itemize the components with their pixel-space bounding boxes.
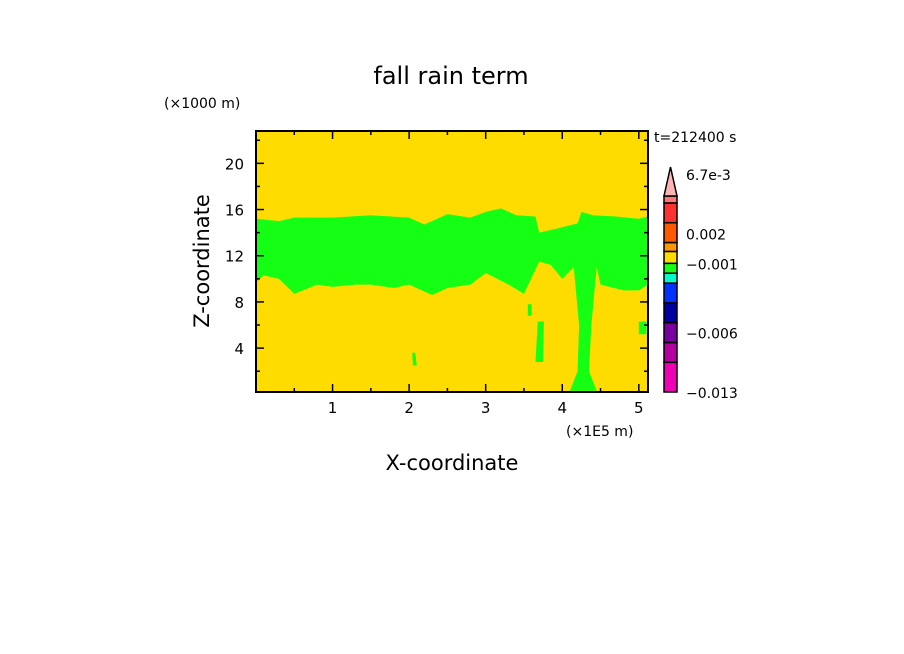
colorbar-over-triangle	[663, 166, 678, 197]
y-tick-label: 20	[225, 155, 244, 173]
colorbar-label: −0.006	[686, 327, 738, 343]
plot-frame	[255, 130, 649, 393]
colorbar-label: 6.7e-3	[686, 168, 731, 184]
colorbar-segment	[663, 195, 678, 204]
colorbar-label: −0.013	[686, 386, 738, 402]
region-blob	[638, 321, 647, 335]
x-tick-label: 2	[404, 399, 414, 417]
colorbar-segment	[663, 302, 678, 324]
colorbar-segment	[663, 272, 678, 284]
region-cloud-layer	[256, 208, 648, 295]
colorbar-segment	[663, 361, 678, 393]
x-tick-label: 1	[328, 399, 338, 417]
colorbar-segment	[663, 202, 678, 224]
region-blob	[535, 321, 544, 362]
colorbar-segment	[663, 321, 678, 344]
colorbar-segment	[663, 241, 678, 253]
x-tick-label: 3	[481, 399, 491, 417]
y-tick-label: 8	[234, 294, 244, 312]
x-unit-label: (×1E5 m)	[566, 424, 633, 440]
colorbar-segment	[663, 341, 678, 364]
y-tick-label: 16	[225, 202, 244, 220]
time-label: t=212400 s	[654, 130, 736, 146]
y-axis-label: Z-coordinate	[190, 194, 214, 328]
colorbar-segment	[663, 250, 678, 265]
x-axis-label: X-coordinate	[386, 451, 519, 475]
region-blob	[412, 352, 417, 366]
y-unit-label: (×1000 m)	[164, 96, 240, 112]
colorbar-label: −0.001	[686, 257, 738, 273]
colorbar-segment	[663, 282, 678, 304]
x-tick-label: 4	[557, 399, 567, 417]
colorbar-segment	[663, 221, 678, 244]
colorbar-label: 0.002	[686, 228, 726, 244]
x-tick-label: 5	[634, 399, 644, 417]
region-blob	[527, 304, 532, 316]
chart-title: fall rain term	[373, 62, 528, 90]
y-tick-label: 4	[234, 340, 244, 358]
y-tick-label: 12	[225, 248, 244, 266]
colorbar-segment	[663, 262, 678, 274]
region-rain-shaft	[569, 267, 597, 391]
